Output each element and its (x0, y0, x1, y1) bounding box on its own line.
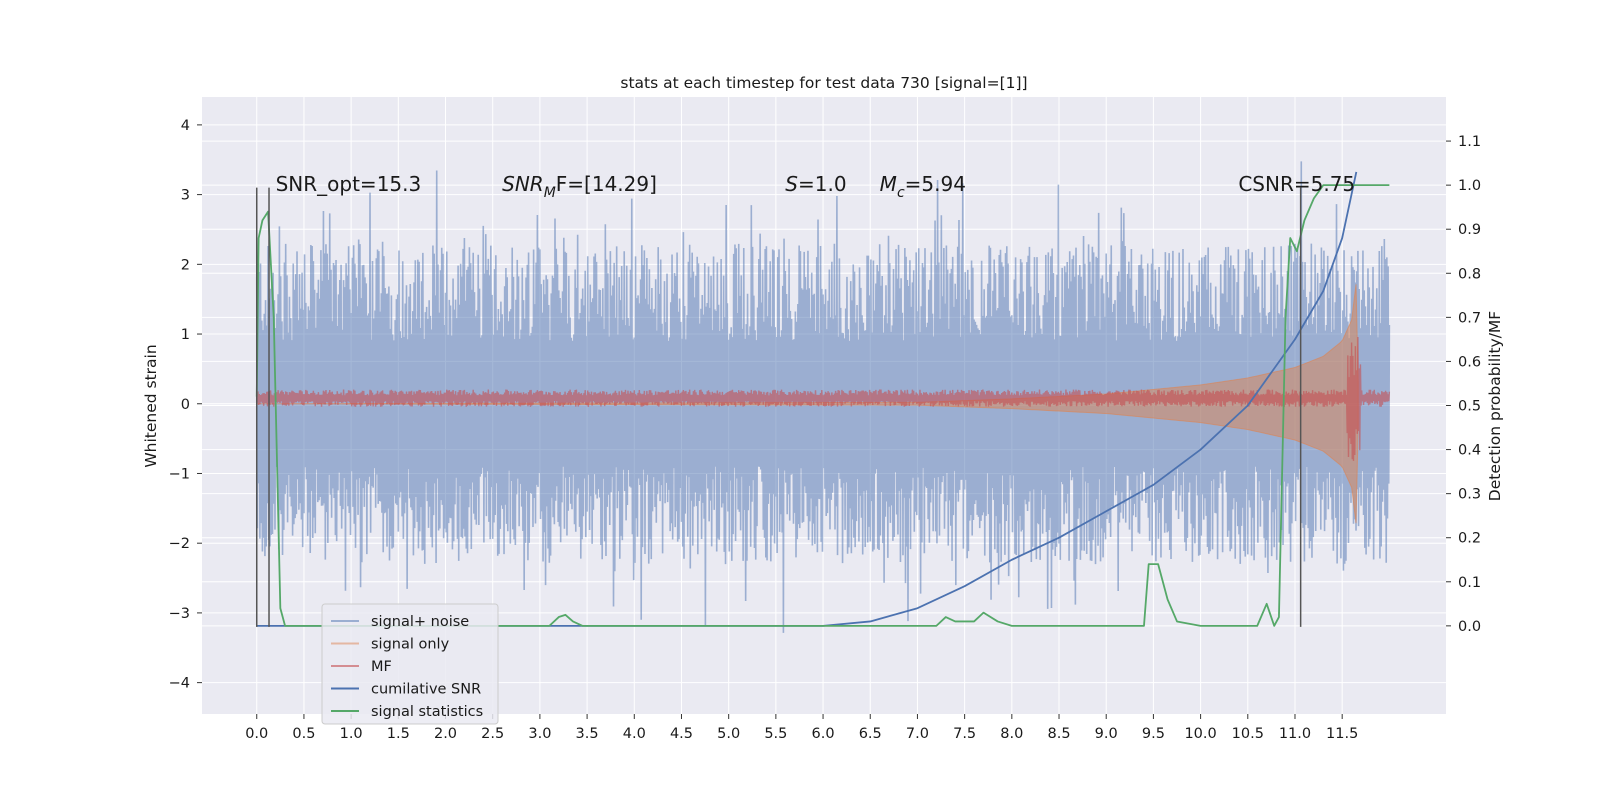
y2-tick-label: 0.0 (1458, 619, 1481, 635)
y-tick-label: −4 (169, 676, 190, 692)
series-cumulative-snr-line (256, 171, 1358, 627)
x-tick-label: 11.0 (1279, 726, 1311, 742)
legend-label: signal+ noise (371, 614, 469, 630)
legend-box (321, 603, 499, 725)
y2-tick-label: 0.5 (1458, 399, 1481, 415)
x-tick-label: 0.5 (292, 726, 315, 742)
legend-label: signal only (371, 637, 450, 653)
y2-tick-label: 0.8 (1458, 266, 1481, 282)
y2-axis-ticks: 1.1 1.0 0.9 0.8 0.7 0.6 0.5 0.4 0.3 0.2 0.1 0.0 (1446, 134, 1481, 635)
y-axis-ticks: 4 3 2 1 0 −1 −2 −3 −4 (169, 118, 202, 692)
x-tick-label: 2.0 (434, 726, 457, 742)
y2-tick-label: 0.2 (1458, 531, 1481, 547)
vertical-markers (255, 187, 1302, 627)
legend-label: cumilative SNR (371, 682, 481, 698)
chart-title: stats at each timestep for test data 730… (620, 74, 1027, 92)
series-signal-noise-line (255, 161, 1391, 633)
annotation-label: S=1.0 (785, 172, 846, 196)
annotation-math-base: S (785, 172, 798, 196)
annotation-text: =5.94 (905, 172, 966, 196)
x-tick-label: 9.5 (1142, 726, 1165, 742)
y-tick-label: −2 (169, 536, 190, 552)
y-tick-label: 4 (181, 118, 190, 134)
x-tick-label: 11.5 (1326, 726, 1358, 742)
x-tick-label: 0.0 (245, 726, 268, 742)
y2-axis-label: Detection probability/MF (1486, 311, 1504, 502)
series-mf-line (256, 336, 1391, 461)
x-tick-label: 10.0 (1184, 726, 1216, 742)
annotation-math-sub: c (897, 185, 905, 201)
annotation-label: Mc=5.94 (880, 172, 966, 201)
annotation-text: F=[14.29] (556, 172, 657, 196)
x-tick-label: 7.5 (953, 726, 976, 742)
x-tick-label: 7.0 (906, 726, 929, 742)
y-tick-label: 2 (181, 257, 190, 273)
x-axis-ticks: 0.0 0.5 1.0 1.5 2.0 2.5 3.0 3.5 4.0 4.5 5.0 5.5 6.0 6… (245, 714, 1358, 742)
x-tick-label: 8.0 (1000, 726, 1023, 742)
annotation-math-base: M (880, 172, 897, 196)
y2-tick-label: 0.1 (1458, 575, 1481, 591)
annotation-text: =1.0 (798, 172, 847, 196)
annotation-label: SNRMF=[14.29] (502, 172, 657, 201)
annotation-math-base: SNR (502, 172, 544, 196)
y-tick-label: 1 (181, 327, 190, 343)
y-tick-label: −1 (169, 466, 190, 482)
y-tick-label: 0 (181, 397, 190, 413)
x-tick-label: 3.5 (576, 726, 599, 742)
x-tick-label: 6.0 (812, 726, 835, 742)
annotation-label: SNR_opt=15.3 (276, 172, 422, 196)
y2-tick-label: 1.0 (1458, 178, 1481, 194)
x-tick-label: 5.0 (717, 726, 740, 742)
legend-label: MF (371, 659, 392, 675)
x-tick-label: 3.0 (528, 726, 551, 742)
annotation-label: CSNR=5.75 (1238, 172, 1355, 196)
x-tick-label: 9.0 (1095, 726, 1118, 742)
x-tick-label: 6.5 (859, 726, 882, 742)
y2-tick-label: 0.6 (1458, 354, 1481, 370)
x-tick-label: 1.5 (387, 726, 410, 742)
x-tick-label: 10.5 (1232, 726, 1264, 742)
x-tick-label: 4.5 (670, 726, 693, 742)
legend-label: signal statistics (371, 704, 483, 720)
y-axis-label: Whitened strain (142, 344, 160, 467)
annotation-math-sub: M (544, 185, 556, 201)
x-tick-label: 8.5 (1047, 726, 1070, 742)
y2-tick-label: 0.4 (1458, 443, 1481, 459)
y2-tick-label: 0.3 (1458, 487, 1481, 503)
x-tick-label: 2.5 (481, 726, 504, 742)
x-tick-label: 1.0 (340, 726, 363, 742)
y-tick-label: −3 (169, 606, 190, 622)
y2-tick-label: 0.9 (1458, 222, 1481, 238)
x-tick-label: 5.5 (764, 726, 787, 742)
annotations: SNR_opt=15.3 SNRMF=[14.29] S=1.0 Mc=5.94 CSN… (276, 172, 1356, 201)
y-tick-label: 3 (181, 188, 190, 204)
x-tick-label: 4.0 (623, 726, 646, 742)
legend: signal+ noise signal only MF cumilative SNR… (321, 603, 499, 725)
y2-tick-label: 1.1 (1458, 134, 1481, 150)
y2-tick-label: 0.7 (1458, 310, 1481, 326)
